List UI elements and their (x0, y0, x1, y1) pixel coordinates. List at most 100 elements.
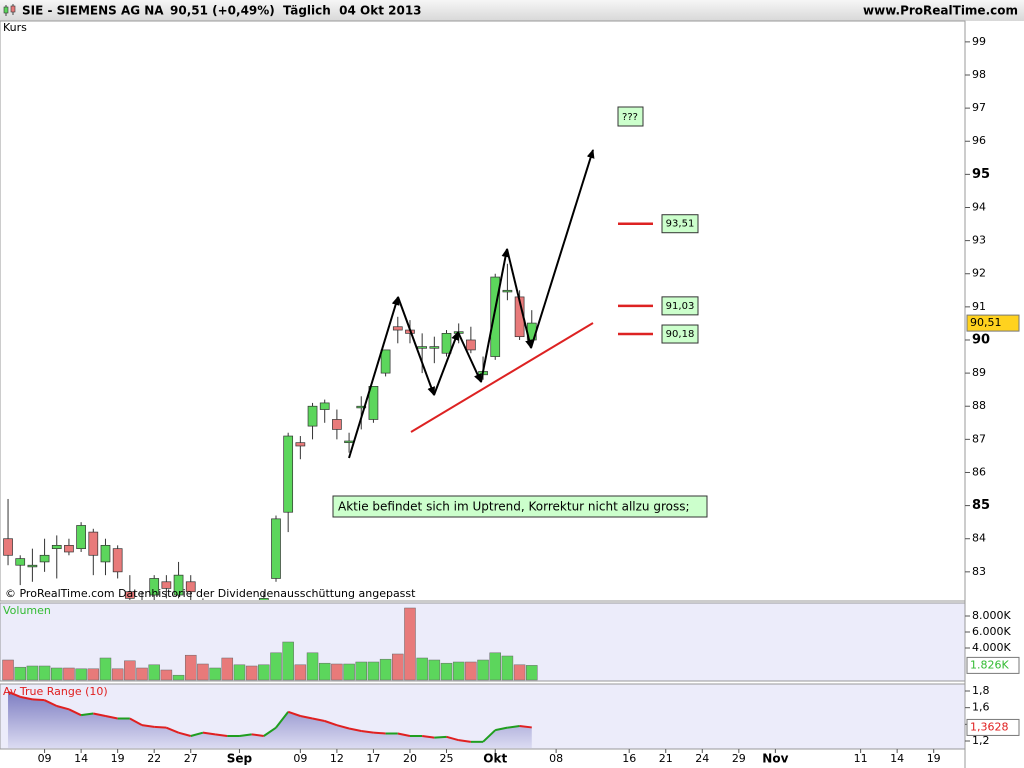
volume-bar (209, 667, 221, 681)
volume-bar (489, 652, 501, 681)
candle-body (368, 386, 379, 420)
arrow (457, 331, 482, 383)
atr-segment (190, 731, 204, 737)
volume-bar (355, 661, 368, 681)
candle-body (64, 544, 74, 553)
candle-body (356, 405, 367, 409)
candle-body (161, 581, 172, 589)
last-value-label: 90,51 (970, 316, 1002, 329)
atr-segment (44, 699, 58, 707)
atr-segment (68, 708, 82, 717)
atr-segment (495, 726, 508, 732)
arrow (530, 149, 595, 349)
volume-bar (270, 652, 282, 681)
atr-segment (287, 710, 301, 717)
panel-title: Kurs (3, 21, 27, 34)
volume-bar (526, 665, 538, 681)
atr-segment (348, 727, 362, 732)
x-tick-label: 17 (366, 752, 380, 765)
atr-segment (56, 705, 70, 711)
drawings (348, 149, 595, 459)
atr-segment (275, 711, 289, 729)
candle-body (76, 525, 86, 550)
volume-bar (51, 667, 63, 681)
y-tick-label: 89 (972, 366, 986, 379)
y-tick-label: 87 (972, 432, 986, 445)
candle-body (344, 440, 354, 444)
volume-bar (392, 653, 404, 681)
candle-body (51, 544, 62, 550)
atr-segment (141, 724, 155, 728)
atr-segment (80, 712, 94, 717)
level-box (661, 296, 699, 316)
atr-segment (361, 730, 374, 734)
volume-bar (452, 661, 465, 681)
candle-body (88, 531, 99, 556)
y-tick-label: 1,2 (972, 734, 990, 747)
x-tick-label: 29 (732, 752, 746, 765)
volume-bar (172, 674, 185, 681)
volume-bar (318, 662, 331, 681)
level-box (661, 214, 699, 234)
level-box (661, 324, 699, 344)
candle-body (27, 564, 38, 568)
comment-box (332, 495, 708, 518)
volume-bar (306, 652, 319, 681)
x-tick-label: 11 (854, 752, 868, 765)
atr-segment (93, 712, 106, 717)
note-box (617, 106, 644, 127)
x-tick-label: 08 (549, 752, 563, 765)
quote: 90,51 (+0,49%) (170, 4, 275, 18)
trend-line (410, 322, 594, 433)
x-tick-label: 14 (74, 752, 88, 765)
y-tick-label: 4.000K (972, 641, 1011, 654)
y-tick-label: 90 (972, 332, 990, 347)
candle-body (258, 597, 269, 600)
volume-bar (404, 607, 416, 681)
volume-bar (26, 665, 39, 681)
y-tick-label: 1,8 (972, 684, 990, 697)
copyright: © ProRealTime.com Datenhistorie der Divi… (5, 587, 416, 600)
atr-segment (105, 715, 118, 720)
atr-segment (336, 724, 350, 730)
candle-body (502, 289, 513, 293)
candle-body (149, 578, 160, 596)
atr-segment (7, 690, 21, 698)
candle-body (283, 435, 294, 513)
y-tick-label: 95 (972, 167, 990, 182)
volume-bar (2, 659, 14, 681)
candle-body (100, 544, 111, 563)
volume-bar (136, 667, 148, 681)
volume-bar (148, 664, 160, 681)
volume-bar (501, 655, 514, 681)
panel-title: Volumen (3, 604, 51, 617)
arrow (348, 296, 400, 459)
volume-bar (124, 660, 136, 681)
atr-segment (202, 731, 216, 736)
candle-body (15, 558, 26, 566)
volume-bar (379, 658, 392, 681)
atr-segment (178, 731, 191, 737)
atr-segment (446, 735, 459, 742)
candle-body (173, 574, 184, 596)
candle-body (271, 518, 281, 579)
atr-segment (129, 717, 143, 727)
x-tick-label: 16 (622, 752, 636, 765)
note: ??? (622, 112, 638, 123)
atr-segment (397, 732, 411, 737)
x-tick-label: 27 (184, 752, 198, 765)
atr-segment (251, 733, 264, 737)
candle-body (319, 402, 330, 410)
atr-segment (458, 739, 472, 743)
candle-body (3, 538, 13, 556)
x-tick-label: 20 (403, 752, 417, 765)
volume-bar (440, 662, 453, 681)
volume-bar (258, 664, 270, 681)
y-tick-label: 83 (972, 565, 986, 578)
y-tick-label: 97 (972, 101, 986, 114)
y-tick-label: 91 (972, 300, 986, 313)
last-value-label: 1.826K (970, 658, 1009, 671)
x-tick-label: 21 (659, 752, 673, 765)
